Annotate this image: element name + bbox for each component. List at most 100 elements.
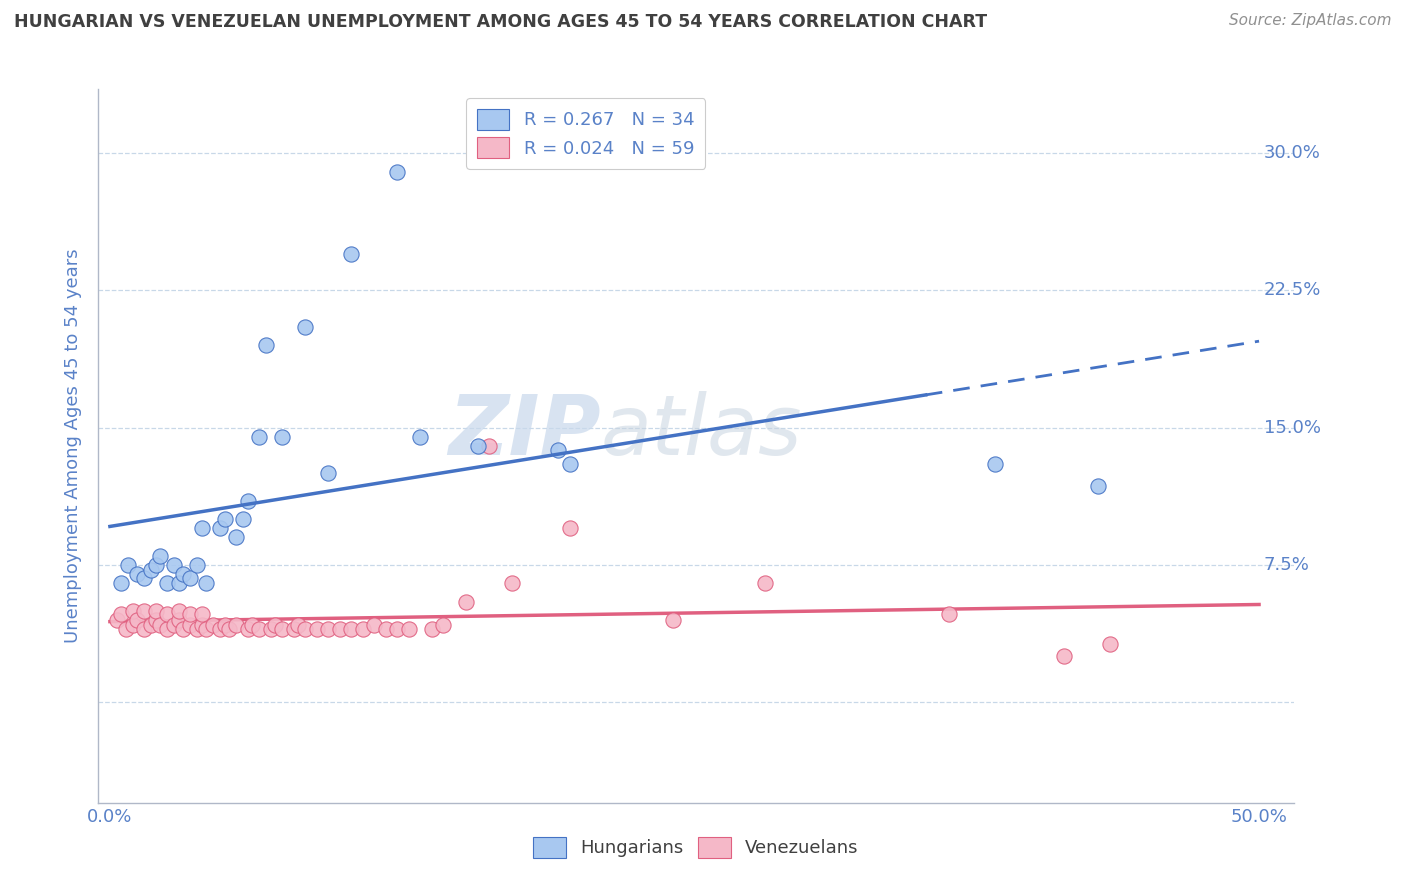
Point — [179, 618, 201, 632]
Point — [145, 558, 167, 572]
Point — [186, 622, 208, 636]
Point — [983, 458, 1005, 472]
Point — [558, 521, 581, 535]
Point — [283, 622, 305, 636]
Point — [105, 613, 128, 627]
Point — [115, 622, 138, 636]
Point — [122, 618, 145, 632]
Point — [225, 531, 247, 545]
Point — [287, 618, 309, 632]
Text: 30.0%: 30.0% — [1264, 145, 1320, 162]
Text: ZIP: ZIP — [447, 392, 600, 472]
Point — [501, 576, 523, 591]
Point — [1098, 637, 1121, 651]
Point — [247, 430, 270, 444]
Point — [149, 549, 172, 563]
Point — [141, 618, 163, 632]
Point — [156, 622, 179, 636]
Point — [149, 618, 172, 632]
Point — [134, 622, 156, 636]
Point — [329, 622, 352, 636]
Text: HUNGARIAN VS VENEZUELAN UNEMPLOYMENT AMONG AGES 45 TO 54 YEARS CORRELATION CHART: HUNGARIAN VS VENEZUELAN UNEMPLOYMENT AMO… — [14, 13, 987, 31]
Point — [236, 622, 259, 636]
Point — [163, 558, 186, 572]
Point — [163, 618, 186, 632]
Point — [191, 607, 214, 622]
Point — [195, 622, 218, 636]
Point — [294, 320, 316, 334]
Text: Source: ZipAtlas.com: Source: ZipAtlas.com — [1229, 13, 1392, 29]
Point — [1087, 479, 1109, 493]
Text: 22.5%: 22.5% — [1264, 282, 1322, 300]
Point — [340, 247, 363, 261]
Point — [141, 563, 163, 577]
Point — [145, 604, 167, 618]
Point — [179, 571, 201, 585]
Point — [662, 613, 685, 627]
Point — [172, 567, 194, 582]
Point — [938, 607, 960, 622]
Point — [264, 618, 287, 632]
Point — [409, 430, 432, 444]
Point — [271, 622, 294, 636]
Point — [254, 338, 277, 352]
Point — [236, 494, 259, 508]
Point — [340, 622, 363, 636]
Point — [374, 622, 396, 636]
Point — [122, 604, 145, 618]
Point — [260, 622, 283, 636]
Point — [420, 622, 443, 636]
Legend: Hungarians, Venezuelans: Hungarians, Venezuelans — [526, 830, 866, 865]
Point — [1053, 649, 1076, 664]
Y-axis label: Unemployment Among Ages 45 to 54 years: Unemployment Among Ages 45 to 54 years — [65, 249, 83, 643]
Point — [214, 618, 236, 632]
Point — [145, 613, 167, 627]
Point — [191, 618, 214, 632]
Point — [117, 558, 139, 572]
Point — [191, 521, 214, 535]
Point — [134, 604, 156, 618]
Point — [195, 576, 218, 591]
Point — [754, 576, 776, 591]
Point — [316, 622, 339, 636]
Point — [225, 618, 247, 632]
Point — [172, 622, 194, 636]
Point — [134, 571, 156, 585]
Point — [294, 622, 316, 636]
Point — [385, 622, 409, 636]
Point — [385, 164, 409, 178]
Point — [456, 594, 478, 608]
Point — [558, 458, 581, 472]
Point — [232, 512, 254, 526]
Point — [363, 618, 385, 632]
Text: atlas: atlas — [600, 392, 801, 472]
Point — [202, 618, 225, 632]
Point — [167, 613, 190, 627]
Point — [156, 607, 179, 622]
Point — [186, 558, 208, 572]
Point — [127, 613, 149, 627]
Point — [467, 439, 489, 453]
Point — [209, 521, 232, 535]
Point — [271, 430, 294, 444]
Point — [478, 439, 501, 453]
Point — [214, 512, 236, 526]
Point — [167, 576, 190, 591]
Point — [432, 618, 454, 632]
Text: 7.5%: 7.5% — [1264, 556, 1309, 574]
Point — [167, 604, 190, 618]
Point — [247, 622, 270, 636]
Point — [305, 622, 328, 636]
Point — [398, 622, 420, 636]
Point — [156, 576, 179, 591]
Point — [110, 607, 132, 622]
Point — [110, 576, 132, 591]
Point — [179, 607, 201, 622]
Point — [316, 467, 339, 481]
Point — [209, 622, 232, 636]
Point — [352, 622, 374, 636]
Point — [218, 622, 240, 636]
Point — [547, 442, 569, 457]
Point — [127, 567, 149, 582]
Point — [242, 618, 264, 632]
